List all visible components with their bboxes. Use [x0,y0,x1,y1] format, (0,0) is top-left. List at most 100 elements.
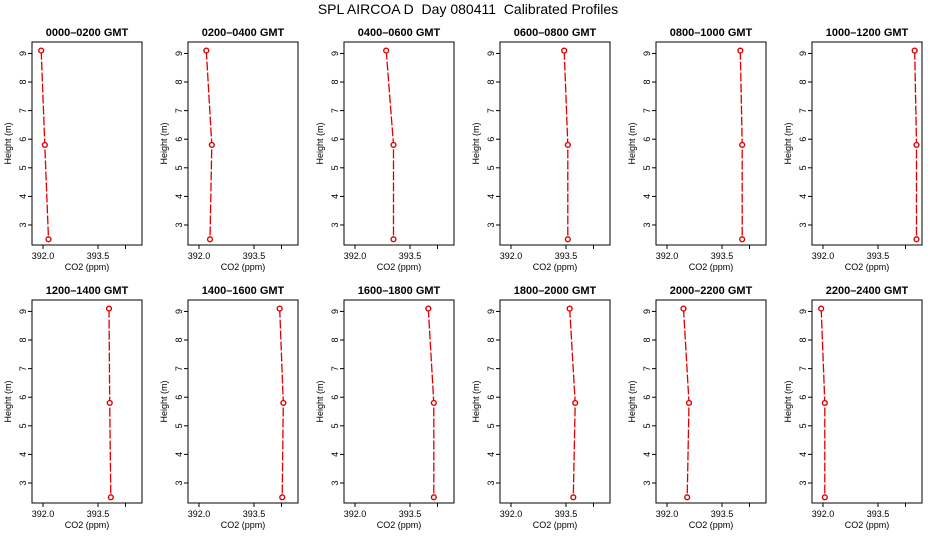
y-tick-label: 3 [330,480,340,485]
plot-frame [343,41,455,246]
y-tick-label: 9 [174,51,184,56]
y-tick-label: 4 [330,452,340,457]
x-axis-label: CO2 (ppm) [377,520,422,530]
x-tick-label: 392.0 [812,509,835,519]
x-tick-label: 392.0 [188,509,211,519]
plot-frame [811,41,923,246]
y-tick-label: 3 [798,222,808,227]
y-tick-label: 9 [18,51,28,56]
panel-title: 1400–1600 GMT [202,285,285,297]
x-tick-label: 393.5 [867,251,890,261]
data-point [38,47,45,54]
y-axis-label: Height (m) [3,380,13,422]
y-axis-label: Height (m) [627,380,637,422]
y-tick-label: 6 [330,137,340,142]
y-tick-label: 8 [486,80,496,85]
x-tick-label: 393.5 [555,509,578,519]
y-tick-label: 4 [18,452,28,457]
plot-frame [31,299,143,504]
data-point [425,305,432,312]
y-tick-label: 7 [798,366,808,371]
y-tick-label: 5 [18,423,28,428]
y-tick-label: 4 [642,452,652,457]
x-axis-label: CO2 (ppm) [65,520,110,530]
y-tick-label: 6 [18,137,28,142]
y-tick-label: 8 [642,80,652,85]
data-point [561,47,568,54]
x-tick-label: 392.0 [500,251,523,261]
plot-frame [655,41,767,246]
y-tick-label: 3 [18,222,28,227]
plot-frame [655,299,767,504]
data-point [680,305,687,312]
data-point [572,399,579,407]
x-tick-label: 392.0 [32,251,55,261]
y-tick-label: 7 [486,108,496,113]
y-tick-label: 9 [330,51,340,56]
y-tick-label: 7 [642,366,652,371]
data-point [739,236,746,243]
x-tick-label: 393.5 [243,509,266,519]
x-tick-label: 393.5 [243,251,266,261]
y-tick-label: 5 [18,165,28,170]
y-tick-label: 7 [330,108,340,113]
x-tick-label: 393.5 [867,509,890,519]
panel-title: 0000–0200 GMT [46,27,129,39]
x-axis-label: CO2 (ppm) [221,262,266,272]
y-tick-label: 4 [798,452,808,457]
x-axis-label: CO2 (ppm) [533,520,578,530]
y-tick-label: 8 [798,80,808,85]
y-tick-label: 7 [486,366,496,371]
y-tick-label: 4 [798,194,808,199]
y-tick-label: 8 [798,338,808,343]
y-tick-label: 9 [798,51,808,56]
y-tick-label: 3 [330,222,340,227]
y-tick-label: 8 [18,80,28,85]
panel-title: 0400–0600 GMT [358,27,441,39]
y-axis-label: Height (m) [783,380,793,422]
x-tick-label: 392.0 [344,251,367,261]
x-axis-label: CO2 (ppm) [65,262,110,272]
y-tick-label: 7 [18,366,28,371]
y-tick-label: 5 [642,165,652,170]
y-tick-label: 6 [798,137,808,142]
data-point [390,236,397,243]
panel-title: 1800–2000 GMT [514,285,597,297]
y-axis-label: Height (m) [159,380,169,422]
data-point [279,494,286,501]
x-tick-label: 392.0 [500,509,523,519]
y-axis-label: Height (m) [3,122,13,164]
data-point [45,236,52,243]
y-tick-label: 3 [798,480,808,485]
data-point [570,494,577,501]
y-tick-label: 6 [486,395,496,400]
plot-frame [343,299,455,504]
y-tick-label: 3 [18,480,28,485]
data-point [739,141,746,149]
y-tick-label: 4 [486,194,496,199]
x-tick-label: 393.5 [711,509,734,519]
data-point [106,399,113,407]
data-point [383,47,390,54]
x-axis-label: CO2 (ppm) [221,520,266,530]
y-tick-label: 9 [486,51,496,56]
y-tick-label: 9 [642,309,652,314]
data-point [818,305,825,312]
x-tick-label: 393.5 [87,509,110,519]
y-tick-label: 4 [486,452,496,457]
panel-title: 0200–0400 GMT [202,27,285,39]
panel-title: 2200–2400 GMT [826,285,909,297]
data-point [821,494,828,501]
panel-title: 1000–1200 GMT [826,27,909,39]
y-axis-label: Height (m) [159,122,169,164]
y-tick-label: 7 [18,108,28,113]
